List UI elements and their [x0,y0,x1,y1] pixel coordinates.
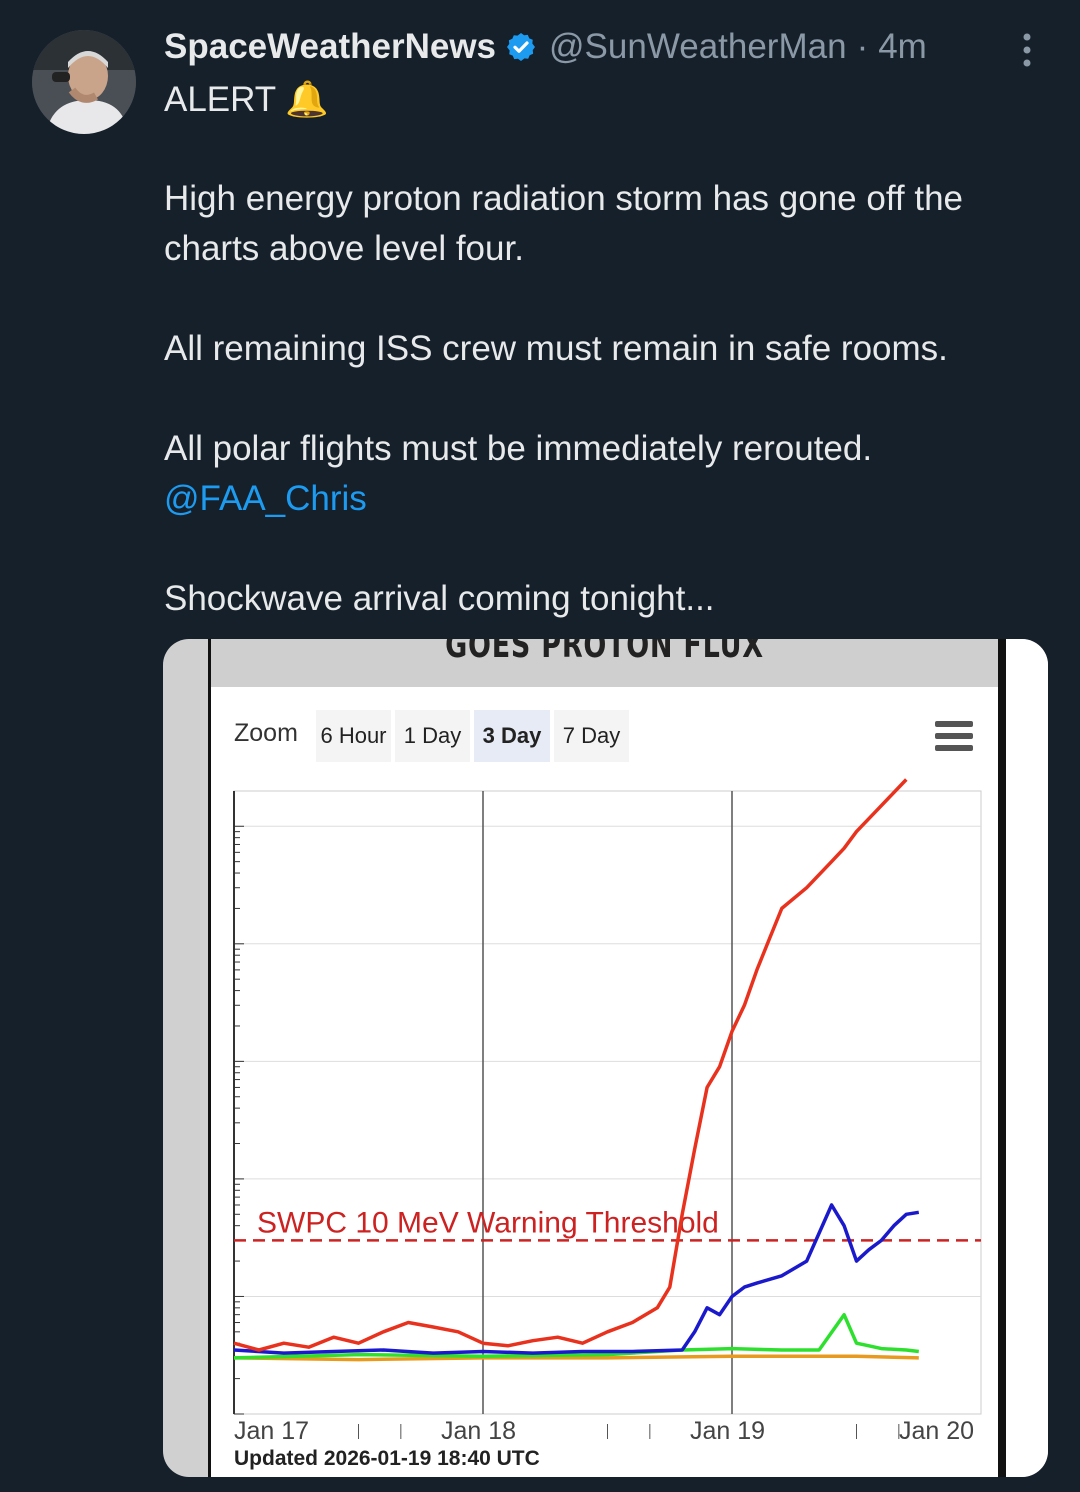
x-tick-label: Jan 20 [899,1417,974,1445]
tweet-media-image[interactable]: GOES PROTON FLUX Zoom 6 Hour 1 Day 3 Day… [163,639,1048,1477]
tweet-text-alert: ALERT 🔔 [164,80,329,119]
series-line [233,1312,920,1360]
chart-panel: GOES PROTON FLUX Zoom 6 Hour 1 Day 3 Day… [211,639,998,1477]
plot-area [233,790,982,1415]
x-tick-label: Jan 18 [441,1417,516,1445]
tweet-text-line: Shockwave arrival coming tonight... [164,579,715,618]
timestamp[interactable]: 4m [878,27,927,66]
tweet-text-line: charts above level four. [164,229,524,268]
tweet-text-line: All polar flights must be immediately re… [164,429,873,468]
image-border [208,639,211,1477]
updated-timestamp: Updated 2026-01-19 18:40 UTC [234,1447,540,1470]
image-border [1001,639,1006,1477]
more-options-icon[interactable] [1018,32,1036,68]
zoom-7-day-button[interactable]: 7 Day [554,710,629,762]
zoom-6-hour-button[interactable]: 6 Hour [316,710,391,762]
x-tick-label: Jan 17 [234,1417,309,1445]
zoom-label: Zoom [234,719,298,747]
x-tick-label: Jan 19 [690,1417,765,1445]
verified-badge-icon [507,33,536,61]
zoom-3-day-button[interactable]: 3 Day [474,710,550,762]
display-name[interactable]: SpaceWeatherNews [164,27,497,66]
proton-flux-chart: Jan 17 Jan 18 Jan 19 Jan 20 SWPC 10 MeV Warn… [233,778,982,1445]
tweet-text-line: All remaining ISS crew must remain in sa… [164,329,948,368]
image-border [998,639,1001,1477]
separator-dot: · [856,27,869,66]
zoom-1-day-button[interactable]: 1 Day [395,710,470,762]
tweet-header: SpaceWeatherNews @SunWeatherMan · 4m [164,24,927,70]
handle[interactable]: @SunWeatherMan [549,27,847,66]
avatar-image [32,30,136,134]
series-line [233,778,908,1352]
series-line [233,1203,920,1355]
avatar[interactable] [32,30,136,134]
threshold-label: SWPC 10 MeV Warning Threshold [257,1206,719,1239]
hamburger-menu-icon[interactable] [935,721,973,751]
mention-link[interactable]: @FAA_Chris [164,479,367,518]
chart-header: GOES PROTON FLUX [211,639,998,687]
series-line [233,1354,919,1362]
chart-title: GOES PROTON FLUX [445,639,764,666]
tweet-text-line: High energy proton radiation storm has g… [164,179,964,218]
image-border [1006,639,1048,1477]
